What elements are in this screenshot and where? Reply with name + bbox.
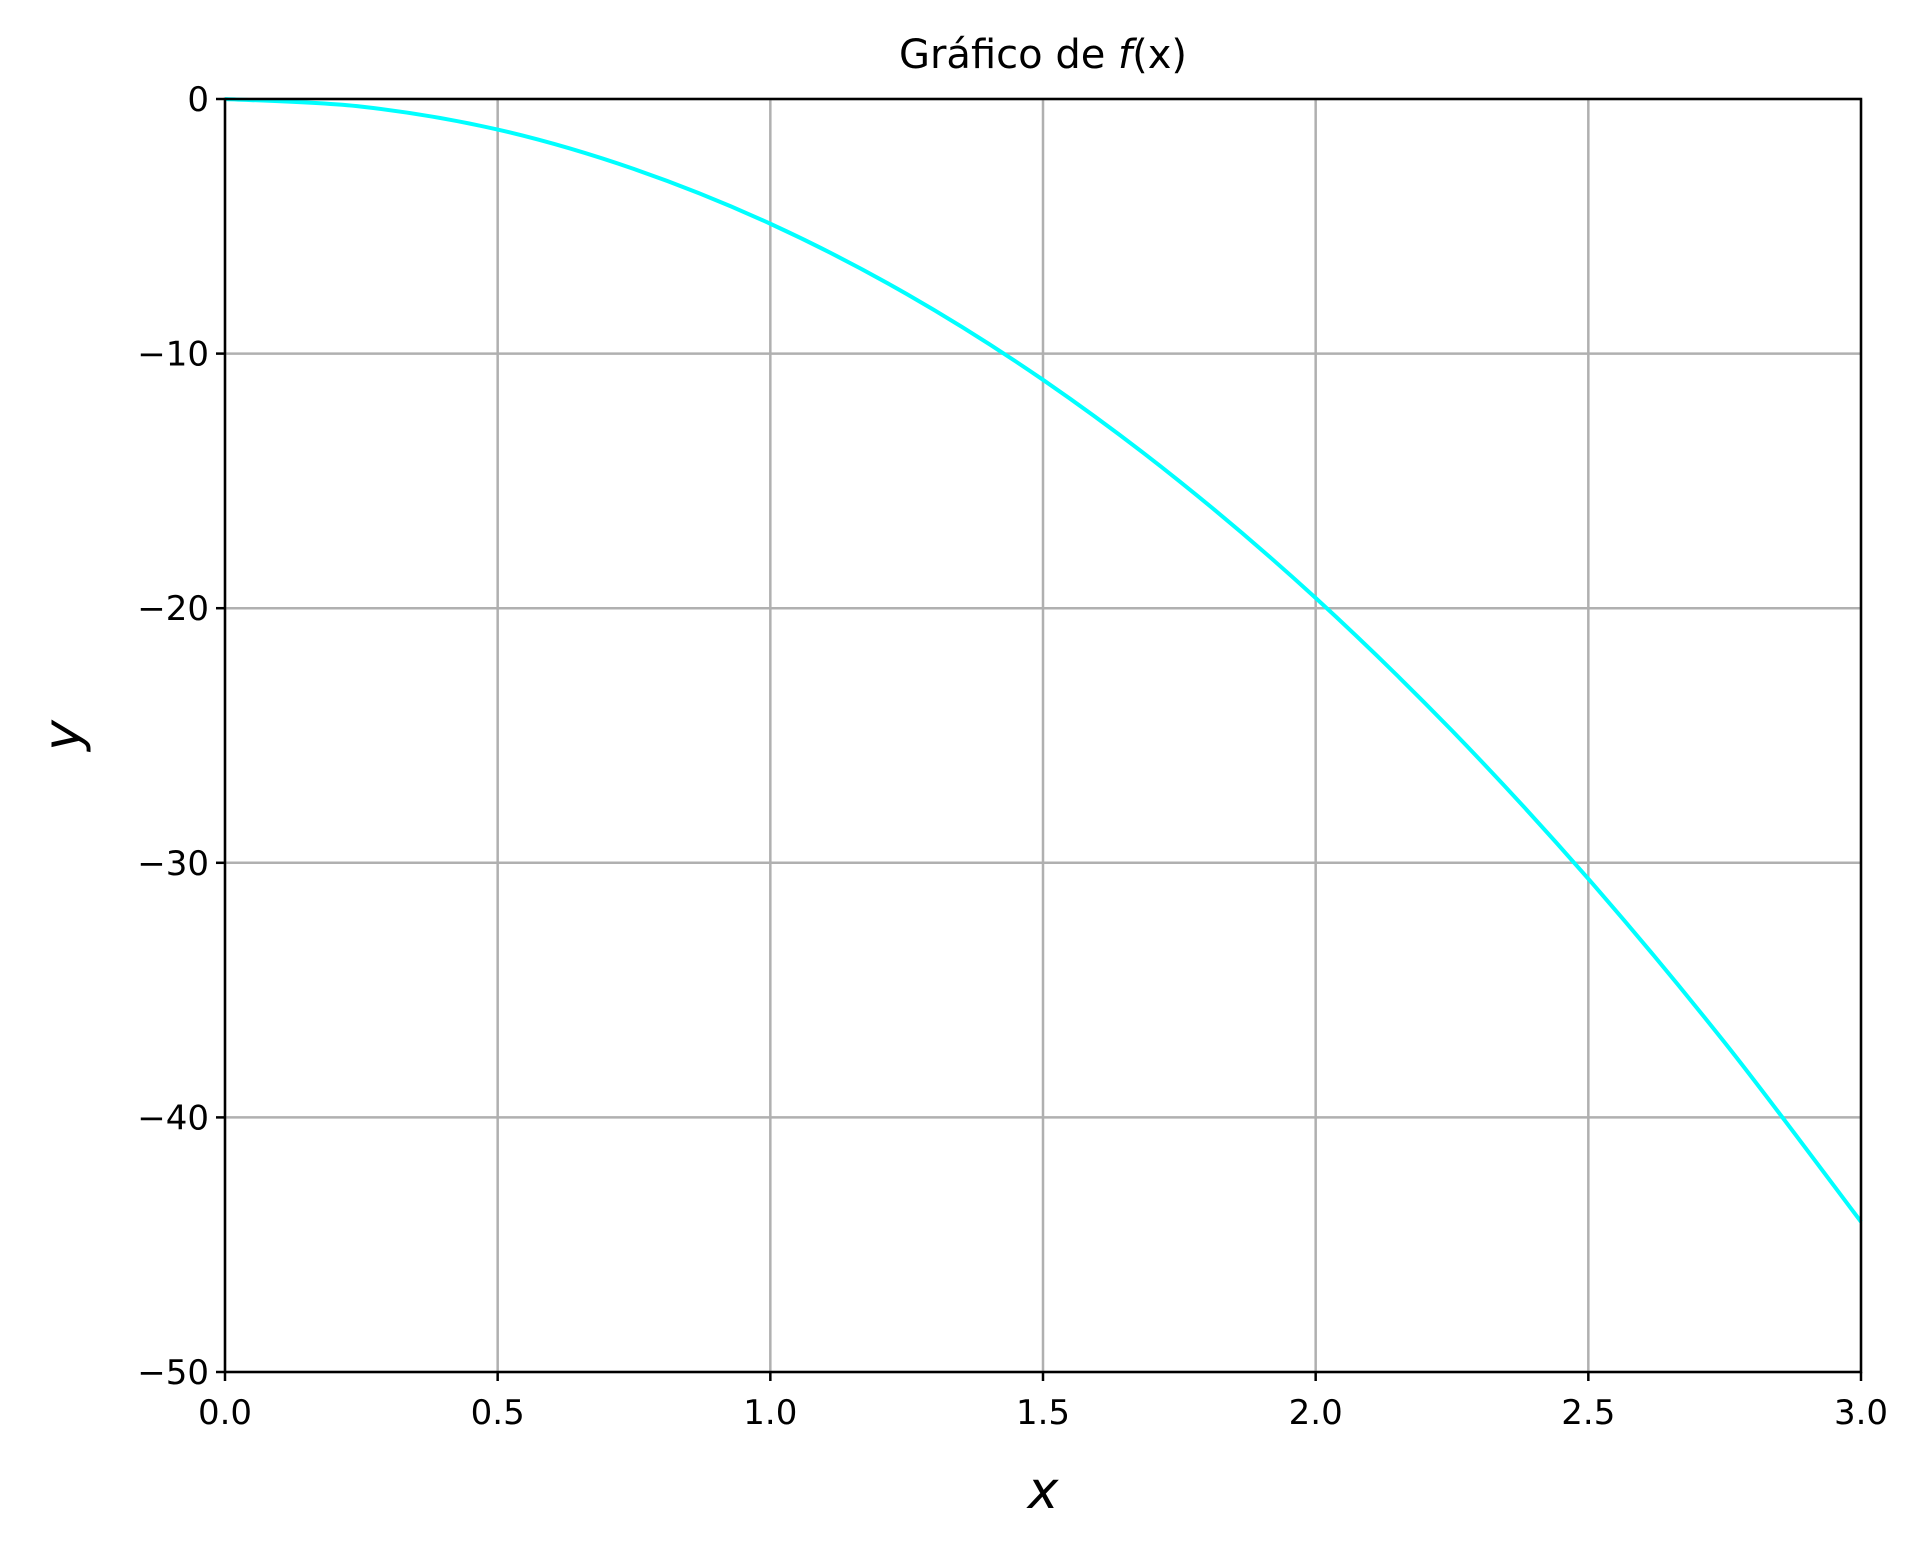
- x-tick-label-6: 3.0: [1834, 1393, 1888, 1433]
- x-tick-label-2: 1.0: [743, 1393, 797, 1433]
- x-tick-label-5: 2.5: [1561, 1393, 1615, 1433]
- title-arg: (x): [1132, 32, 1187, 78]
- chart-title: Gráfico de f(x): [899, 32, 1187, 78]
- x-axis-label: x: [1026, 1461, 1060, 1521]
- series-layer: [224, 97, 1863, 1224]
- x-tick-label-1: 0.5: [471, 1393, 525, 1433]
- x-tick-label-3: 1.5: [1016, 1393, 1070, 1433]
- y-tick-label-2: −20: [137, 589, 209, 629]
- x-tick-label-0: 0.0: [198, 1393, 252, 1433]
- x-tick-label-4: 2.0: [1289, 1393, 1343, 1433]
- y-axis-label: y: [33, 719, 93, 753]
- y-tick-label-4: −40: [137, 1098, 209, 1138]
- title-prefix: Gráfico de: [899, 32, 1118, 78]
- y-tick-label-3: −30: [137, 844, 209, 884]
- ticks: 0.0 0.5 1.0 1.5 2.0 2.5 3.0 0 −10 −20 −30 −40 −50: [137, 80, 1888, 1433]
- y-tick-label-1: −10: [137, 335, 209, 375]
- y-tick-label-5: −50: [137, 1353, 209, 1393]
- series-line-0: [224, 97, 1863, 1224]
- y-tick-label-0: 0: [187, 80, 209, 120]
